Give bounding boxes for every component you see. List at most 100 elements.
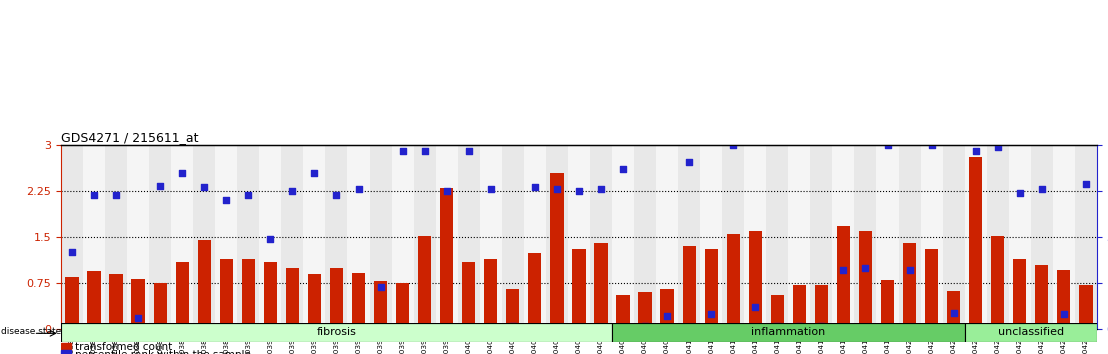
Bar xyxy=(568,145,589,329)
Point xyxy=(856,266,874,271)
Point xyxy=(239,192,257,198)
Bar xyxy=(899,145,921,329)
Bar xyxy=(440,188,453,329)
Bar xyxy=(1053,145,1075,329)
Bar xyxy=(242,259,255,329)
Point xyxy=(438,188,455,194)
Point xyxy=(393,148,411,154)
Bar xyxy=(854,145,876,329)
Bar xyxy=(418,236,431,329)
Bar xyxy=(61,323,612,342)
Bar xyxy=(61,145,83,329)
Bar xyxy=(767,145,788,329)
Point xyxy=(923,142,941,148)
Bar xyxy=(992,236,1004,329)
Point xyxy=(416,148,433,154)
Bar xyxy=(330,268,343,329)
Bar xyxy=(1013,259,1026,329)
Bar xyxy=(132,279,145,329)
Text: inflammation: inflammation xyxy=(751,327,825,337)
Bar xyxy=(903,243,916,329)
Point xyxy=(63,249,81,255)
Point xyxy=(284,188,301,194)
Bar xyxy=(370,145,391,329)
Bar xyxy=(480,145,502,329)
Bar xyxy=(259,145,281,329)
Bar xyxy=(281,145,304,329)
Text: percentile rank within the sample: percentile rank within the sample xyxy=(74,350,250,354)
Point xyxy=(482,187,500,192)
Bar xyxy=(458,145,480,329)
Bar xyxy=(612,145,634,329)
Bar xyxy=(965,145,987,329)
Bar xyxy=(1035,265,1048,329)
Bar xyxy=(634,145,656,329)
Bar xyxy=(837,226,850,329)
Point xyxy=(571,188,588,194)
Bar xyxy=(832,145,854,329)
Point xyxy=(261,236,279,242)
Point xyxy=(945,310,963,315)
Bar xyxy=(727,234,740,329)
Bar xyxy=(814,285,828,329)
Bar xyxy=(771,296,784,329)
Point xyxy=(85,192,103,198)
Bar xyxy=(1075,145,1097,329)
Bar xyxy=(546,145,568,329)
Point xyxy=(173,170,191,176)
Bar xyxy=(683,246,696,329)
Bar xyxy=(700,145,722,329)
Bar xyxy=(876,145,899,329)
Point xyxy=(1010,190,1028,196)
Bar xyxy=(1008,145,1030,329)
Bar xyxy=(612,323,965,342)
Point xyxy=(460,148,478,154)
Bar xyxy=(722,145,745,329)
Bar xyxy=(788,145,810,329)
Bar xyxy=(502,145,524,329)
Text: disease state: disease state xyxy=(1,327,61,336)
Point xyxy=(901,268,919,273)
Bar xyxy=(810,145,832,329)
Bar xyxy=(1079,285,1092,329)
Text: unclassified: unclassified xyxy=(997,327,1064,337)
Bar xyxy=(88,271,101,329)
Bar xyxy=(304,145,326,329)
Bar xyxy=(286,268,299,329)
Bar xyxy=(705,250,718,329)
Point xyxy=(834,268,852,273)
Bar xyxy=(965,323,1097,342)
Bar xyxy=(154,282,166,329)
Point xyxy=(306,170,324,176)
Bar xyxy=(264,262,277,329)
Bar xyxy=(589,145,612,329)
Bar xyxy=(61,343,71,351)
Bar xyxy=(348,145,370,329)
Bar xyxy=(197,240,211,329)
Point xyxy=(769,323,787,329)
Text: fibrosis: fibrosis xyxy=(317,327,357,337)
Bar xyxy=(987,145,1008,329)
Point xyxy=(130,315,147,321)
Bar xyxy=(859,231,872,329)
Bar xyxy=(506,289,520,329)
Point xyxy=(592,187,609,192)
Point xyxy=(548,187,566,192)
Bar xyxy=(237,145,259,329)
Text: transformed count: transformed count xyxy=(74,342,172,352)
Bar xyxy=(573,250,585,329)
Bar xyxy=(947,291,961,329)
Bar xyxy=(219,259,233,329)
Point xyxy=(350,187,368,192)
Point xyxy=(725,142,742,148)
Point xyxy=(107,192,125,198)
Point xyxy=(680,159,698,165)
Point xyxy=(152,183,170,188)
Bar xyxy=(925,250,938,329)
Bar xyxy=(881,280,894,329)
Point xyxy=(988,144,1006,150)
Point xyxy=(1077,181,1095,187)
Bar xyxy=(529,252,542,329)
Bar xyxy=(745,145,767,329)
Point xyxy=(371,284,389,290)
